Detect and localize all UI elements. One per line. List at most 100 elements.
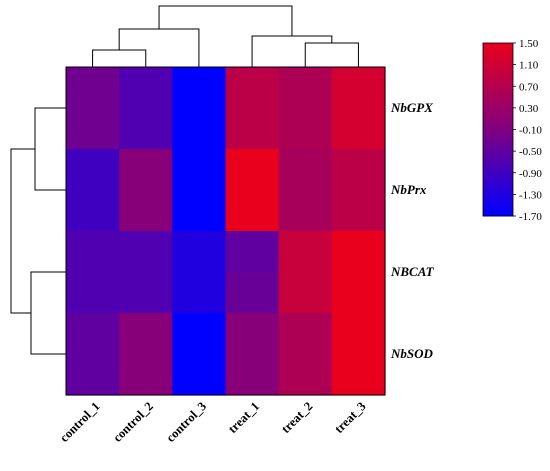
dendrogram-branch — [34, 107, 66, 191]
heatmap-cell — [331, 108, 386, 150]
colorbar-segment — [483, 66, 513, 70]
colorbar-tick-label: 1.50 — [519, 38, 539, 50]
colorbar-segment — [483, 89, 513, 93]
colorbar-segment — [483, 86, 513, 90]
colorbar-segment — [483, 106, 513, 110]
colorbar-segment — [483, 94, 513, 99]
heatmap-border — [65, 66, 386, 396]
heatmap-cell — [172, 108, 227, 150]
heatmap-cell — [278, 231, 333, 273]
colorbar-segment — [483, 210, 513, 214]
row-label: NbSOD — [390, 346, 434, 361]
heatmap-cell — [331, 354, 386, 396]
colorbar-segment — [483, 158, 513, 162]
heatmap-cell — [172, 231, 227, 273]
heatmap-cell — [331, 67, 386, 109]
row-label: NBCAT — [390, 264, 435, 279]
colorbar-segment — [483, 181, 513, 185]
colorbar-segment — [483, 126, 513, 130]
row-label: NbPrx — [390, 182, 427, 197]
colorbar-segment — [483, 100, 513, 105]
colorbar-segment — [483, 207, 513, 211]
heatmap-cell — [119, 313, 173, 355]
column-label: treat_1 — [225, 399, 262, 436]
colorbar-segment — [483, 43, 513, 47]
heatmap-cell — [172, 190, 227, 232]
colorbar-segment — [483, 103, 513, 107]
colorbar-segment — [483, 109, 513, 113]
colorbar-segment — [483, 201, 513, 205]
column-labels: control_1 control_2 control_3 treat_1 treat_… — [57, 399, 368, 445]
colorbar-segment — [483, 172, 513, 177]
column-label: control_3 — [163, 399, 209, 445]
heatmap-cell — [66, 190, 120, 232]
heatmap-cell — [119, 354, 173, 396]
column-label: treat_3 — [332, 399, 369, 436]
colorbar-tick-label: -0.90 — [519, 168, 542, 180]
colorbar-segment — [483, 51, 513, 56]
colorbar-segment — [483, 184, 513, 188]
colorbar-tick-label: -1.30 — [519, 189, 542, 201]
heatmap-cell — [172, 149, 227, 191]
dendrogram-branch — [158, 5, 293, 36]
heatmap-cell — [278, 190, 333, 232]
heatmap-cell — [278, 313, 333, 355]
colorbar-segment — [483, 195, 513, 200]
heatmap-cell — [119, 272, 173, 314]
heatmap-cell — [278, 354, 333, 396]
dendrogram-branch — [92, 49, 147, 67]
colorbar-segment — [483, 117, 513, 122]
heatmap-cell — [119, 149, 173, 191]
colorbar-segment — [483, 213, 513, 217]
colorbar-segment — [483, 169, 513, 174]
colorbar-segment — [483, 45, 513, 50]
colorbar-segment — [483, 80, 513, 84]
colorbar-segment — [483, 135, 513, 139]
colorbar-segment — [483, 60, 513, 64]
heatmap-cell — [225, 190, 280, 232]
colorbar-segment — [483, 77, 513, 81]
colorbar-tick-label: -1.70 — [519, 211, 542, 223]
heatmap-cell — [119, 67, 173, 109]
heatmap-cell — [66, 313, 120, 355]
heatmap-cell — [225, 313, 280, 355]
colorbar-segment — [483, 83, 513, 87]
row-labels: NbGPX NbPrx NBCAT NbSOD — [390, 100, 435, 361]
column-label: treat_2 — [279, 399, 316, 436]
colorbar-segment — [483, 132, 513, 136]
colorbar-segment — [483, 149, 513, 154]
column-dendrogram — [92, 5, 359, 67]
colorbar-segment — [483, 71, 513, 76]
colorbar-tick-label: 0.30 — [519, 103, 539, 115]
colorbar-segment — [483, 204, 513, 208]
row-dendrogram — [10, 107, 66, 355]
colorbar-segment — [483, 152, 513, 156]
heatmap-cell — [225, 149, 280, 191]
colorbar-segment — [483, 138, 513, 142]
dendrogram-branch — [30, 271, 66, 355]
heatmap-cell — [331, 231, 386, 273]
colorbar-segment — [483, 166, 513, 171]
heatmap-cell — [172, 313, 227, 355]
heatmap-cell — [172, 354, 227, 396]
heatmap-cell — [331, 190, 386, 232]
colorbar-segment — [483, 146, 513, 151]
heatmap-cell — [66, 272, 120, 314]
colorbar-segment — [483, 48, 513, 53]
colorbar-segment — [483, 57, 513, 61]
colorbar-segment — [483, 190, 513, 194]
heatmap-cell — [66, 108, 120, 150]
colorbar-segment — [483, 115, 513, 119]
colorbar: 1.50 1.10 0.70 0.30 -0.10 -0.50 -0.90 -1.30 -1.7… — [482, 38, 542, 223]
row-label: NbGPX — [390, 100, 433, 115]
heatmap-cell — [225, 108, 280, 150]
colorbar-segment — [483, 120, 513, 125]
column-label: control_1 — [57, 399, 103, 445]
column-label: control_2 — [110, 399, 156, 445]
heatmap-cell — [225, 231, 280, 273]
heatmap-cell — [278, 67, 333, 109]
heatmap-cell — [66, 149, 120, 191]
colorbar-segment — [483, 164, 513, 168]
colorbar-segment — [483, 112, 513, 116]
